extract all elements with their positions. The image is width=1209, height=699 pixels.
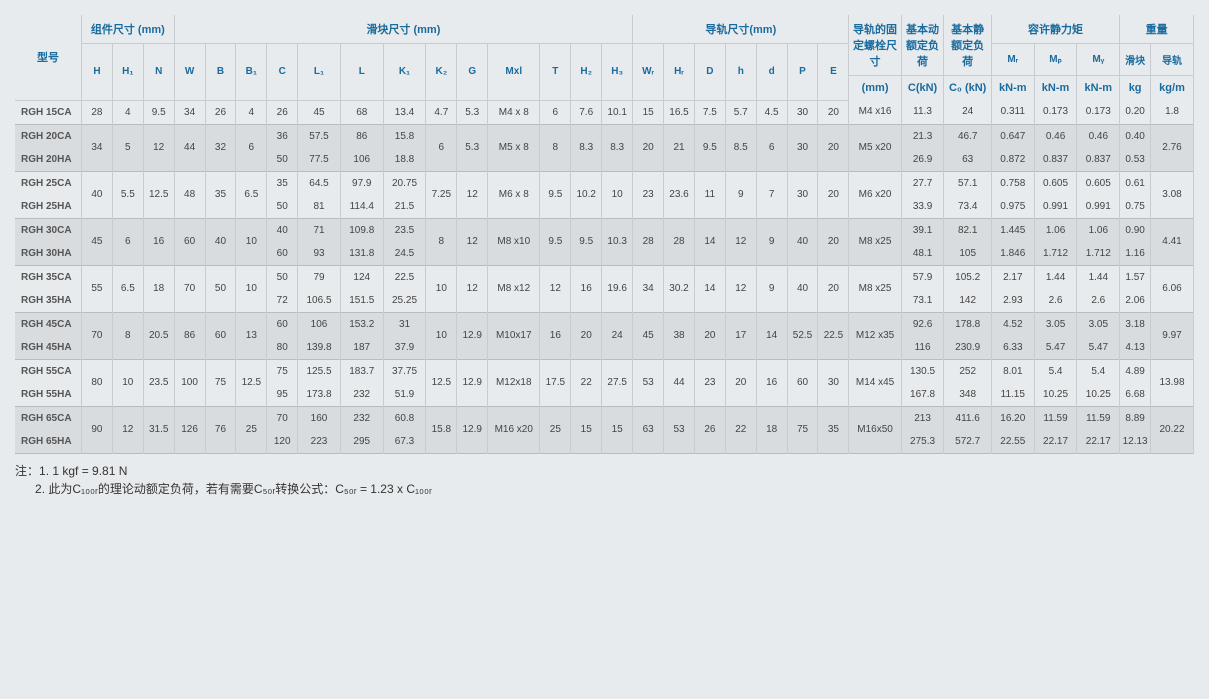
table-row: RGH 45CA70820.586601360106153.2311012.9M… <box>15 312 1194 336</box>
hdr-bolt: 导轨的固定螺栓尺寸 <box>849 15 901 76</box>
table-body: RGH 15CA2849.53426426456813.44.75.3M4 x … <box>15 100 1194 453</box>
hdr-model: 型号 <box>15 15 82 100</box>
table-row: RGH 30CA456166040104071109.823.5812M8 x1… <box>15 218 1194 242</box>
hdr-moment: 容许静力矩 <box>991 15 1119 44</box>
table-row: RGH 15CA2849.53426426456813.44.75.3M4 x … <box>15 100 1194 124</box>
hdr-rail: 导轨尺寸(mm) <box>633 15 849 44</box>
table-row: RGH 55CA801023.51007512.575125.5183.737.… <box>15 359 1194 383</box>
hdr-dyn: 基本动额定负荷 <box>901 15 944 76</box>
hdr-assembly: 组件尺寸 (mm) <box>82 15 175 44</box>
table-row: RGH 35CA556.518705010507912422.51012M8 x… <box>15 265 1194 289</box>
table-row: RGH 65CA901231.512676257016023260.815.81… <box>15 406 1194 430</box>
table-header: 型号 组件尺寸 (mm) 滑块尺寸 (mm) 导轨尺寸(mm) 导轨的固定螺栓尺… <box>15 15 1194 100</box>
hdr-weight: 重量 <box>1120 15 1194 44</box>
spec-table: 型号 组件尺寸 (mm) 滑块尺寸 (mm) 导轨尺寸(mm) 导轨的固定螺栓尺… <box>15 15 1194 454</box>
hdr-stat: 基本静额定负荷 <box>944 15 992 76</box>
footnotes: 注：1. 1 kgf = 9.81 N 2. 此为C₁₀₀ᵣ的理论动额定负荷，若… <box>15 462 1194 498</box>
table-row: RGH 20CA34512443263657.58615.865.3M5 x 8… <box>15 124 1194 148</box>
table-row: RGH 25CA405.512.548356.53564.597.920.757… <box>15 171 1194 195</box>
hdr-slider: 滑块尺寸 (mm) <box>174 15 633 44</box>
